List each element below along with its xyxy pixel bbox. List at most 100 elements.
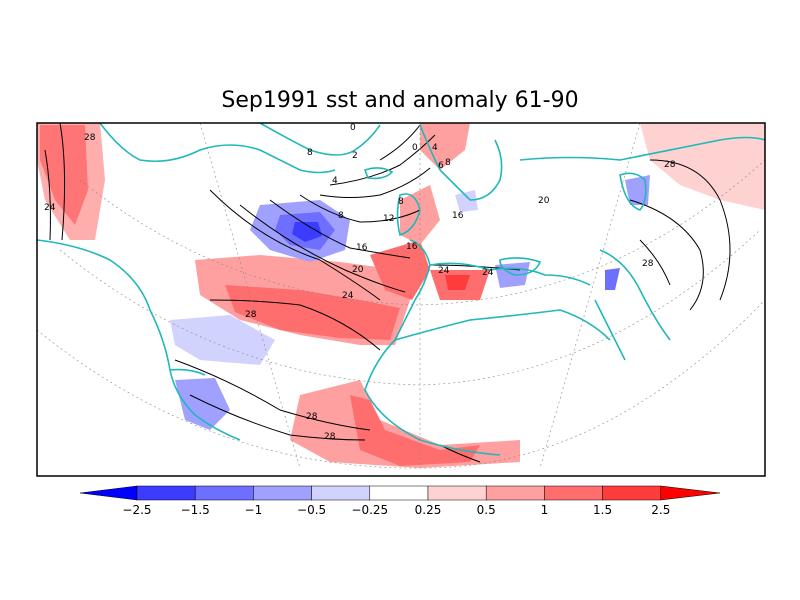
map-area: [37, 123, 765, 469]
contour-label: 20: [352, 265, 364, 275]
map-title: Sep1991 sst and anomaly 61-90: [221, 88, 579, 113]
contour-label: 0: [412, 143, 418, 153]
contour-label: 28: [642, 259, 654, 269]
coast-red-sea: [594, 299, 626, 361]
contour-label: 16: [406, 242, 418, 252]
colorbar-bin: [253, 485, 312, 501]
anomaly-pos-canary-core: [350, 395, 480, 466]
colorbar-bin: [194, 485, 254, 501]
anomaly-pos-med-core: [445, 275, 470, 290]
contour-label: 24: [44, 203, 56, 213]
colorbar-bin: [311, 485, 371, 501]
coast-europe-west: [394, 239, 431, 341]
anomaly-neg-caribbean: [175, 378, 230, 430]
sst-contour-28-tropic1: [174, 359, 371, 431]
colorbar-bin: [369, 485, 429, 501]
contour-label: 2: [352, 151, 358, 161]
coast-greenland: [259, 123, 381, 156]
coast-iceland: [363, 167, 394, 180]
contour-label: 24: [482, 268, 494, 278]
anomaly-pos-central-atlantic-core: [225, 285, 400, 340]
contour-label: 16: [452, 211, 464, 221]
contour-label: 8: [445, 158, 451, 168]
coast-scandinavia: [419, 124, 503, 201]
colorbar-bin: [602, 485, 662, 501]
anomaly-pos-canary: [290, 380, 520, 468]
sst-contour-4: [329, 134, 436, 186]
colorbar-tick-label: −1.5: [181, 503, 210, 517]
coastlines: [37, 123, 765, 456]
coast-mediterranean: [429, 262, 591, 286]
coast-uk: [396, 193, 421, 237]
contour-label: 8: [307, 148, 313, 158]
anomaly-pos-biscay: [370, 240, 430, 300]
sst-contour-16: [269, 199, 411, 259]
colorbar-bin: [427, 485, 487, 501]
contour-label: 24: [342, 291, 354, 301]
contour-label: 16: [356, 243, 368, 253]
coast-arabia: [599, 249, 671, 341]
contour-label: 28: [245, 310, 257, 320]
sst-contour-20: [239, 204, 406, 293]
anomaly-neg-gulf: [605, 268, 620, 290]
colorbar-tick-label: −1: [245, 503, 263, 517]
coast-asia: [519, 136, 765, 161]
contour-label: 4: [432, 143, 438, 153]
colorbar-tick-label: −2.5: [122, 503, 151, 517]
coast-caribbean: [169, 368, 206, 376]
colorbar-bin: [544, 485, 603, 501]
coast-africa-north: [394, 309, 611, 341]
sst-contour-28-ne: [649, 159, 731, 301]
anomaly-neg-norway: [455, 190, 478, 212]
colorbar-bin: [136, 485, 196, 501]
contour-label: 28: [84, 133, 96, 143]
contour-label: 4: [332, 176, 338, 186]
contour-label: 28: [324, 432, 336, 442]
contour-label: 20: [538, 196, 550, 206]
sst-contour-24-west: [44, 149, 51, 241]
graticule: [37, 123, 765, 469]
colorbar-tick-label: 1: [541, 503, 549, 517]
contour-label: 6: [438, 161, 444, 171]
contour-label: 12: [383, 214, 394, 224]
contour-label: 28: [306, 412, 318, 422]
contour-label: 28: [664, 160, 676, 170]
anomaly-neg-black-sea: [495, 262, 530, 288]
sst-contour-28-atlantic: [209, 299, 381, 351]
contour-label: 8: [338, 211, 344, 221]
sst-contour-28-west: [59, 123, 66, 241]
coast-africa-west: [364, 339, 501, 456]
colorbar-tick-label: −0.25: [351, 503, 388, 517]
anomaly-pos-northeast: [640, 123, 765, 210]
coast-north-america: [37, 239, 241, 441]
sst-contour-24-atlantic: [209, 189, 381, 301]
map-frame: [36, 122, 766, 477]
colorbar: −2.5 −1.5 −1 −0.5 −0.25 0.25 0.5 1 1.5 2.5: [79, 485, 721, 517]
contour-labels: 28 24 0 4 8 4 8 12 16 16 20 24 24 24 28 …: [44, 123, 676, 442]
colorbar-tick-label: −0.5: [297, 503, 326, 517]
sst-contour-20-ne: [629, 199, 704, 311]
contour-label: 24: [438, 266, 450, 276]
sst-contour-12: [299, 194, 421, 223]
sst-contour-28-red: [639, 239, 671, 286]
colorbar-bin: [485, 485, 545, 501]
anomaly-neg-caspian: [625, 175, 650, 205]
contour-label: 8: [398, 197, 404, 207]
sst-contour-8: [319, 167, 431, 198]
colorbar-arrow-low: [79, 485, 138, 501]
sst-contour-0: [379, 124, 421, 161]
colorbar-tick-label: 0.5: [477, 503, 496, 517]
anomaly-neg-labrador-core: [292, 222, 322, 242]
anomaly-neg-subtropical: [170, 315, 275, 365]
colorbar-arrow-high: [660, 485, 721, 501]
colorbar-tick-label: 2.5: [651, 503, 670, 517]
sst-contour-28-tropic2: [189, 394, 366, 441]
coast-caspian: [619, 172, 647, 211]
colorbar-tick-label: 1.5: [593, 503, 612, 517]
coast-black-sea: [499, 257, 542, 276]
anomaly-pos-arctic: [420, 123, 470, 170]
coast-canada-north: [99, 123, 336, 174]
contour-label: 0: [350, 123, 356, 133]
colorbar-tick-label: 0.25: [415, 503, 442, 517]
